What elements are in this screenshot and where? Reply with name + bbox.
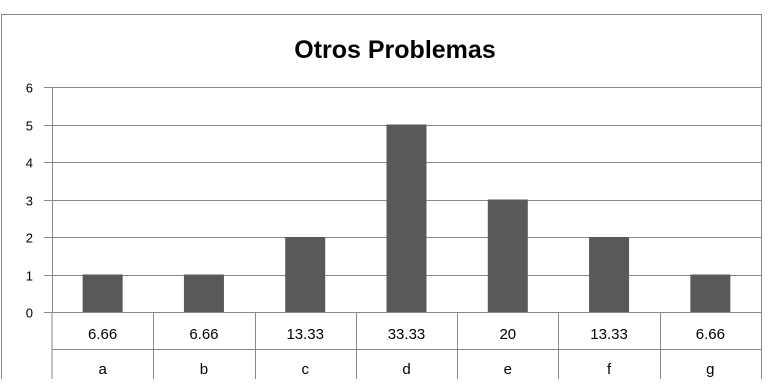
x-category-label: d <box>402 361 410 378</box>
x-category-label: f <box>607 361 612 378</box>
data-table: 6.66 6.66 13.33 33.33 20 13.33 6.66 a b c d e f g <box>51 312 762 379</box>
x-category-label: e <box>504 361 512 378</box>
y-tick-label: 4 <box>26 156 33 171</box>
chart-title: Otros Problemas <box>294 36 495 64</box>
chart-border <box>1 14 762 379</box>
x-category-label: c <box>301 361 309 378</box>
y-tick-label: 0 <box>26 306 33 321</box>
table-value-f: 13.33 <box>590 326 628 343</box>
table-value-d: 33.33 <box>388 326 426 343</box>
bar-b <box>183 274 224 312</box>
y-tick-label: 1 <box>26 269 33 284</box>
y-tick-label: 3 <box>26 194 33 209</box>
bar-f <box>589 237 630 312</box>
x-category-label: g <box>706 361 714 378</box>
x-category-label: b <box>200 361 208 378</box>
bar-g <box>690 274 731 312</box>
table-value-g: 6.66 <box>696 326 725 343</box>
bar-d <box>386 124 427 312</box>
y-tick-label: 5 <box>26 119 33 134</box>
bar-e <box>487 199 528 312</box>
table-value-b: 6.66 <box>189 326 218 343</box>
x-category-label: a <box>98 361 107 378</box>
y-tick-label: 6 <box>26 81 33 96</box>
table-value-e: 20 <box>499 326 516 343</box>
table-value-a: 6.66 <box>88 326 117 343</box>
bar-c <box>285 237 326 312</box>
bar-a <box>82 274 123 312</box>
y-tick-label: 2 <box>26 231 33 246</box>
table-value-c: 13.33 <box>286 326 324 343</box>
y-axis-ticks: 0 1 2 3 4 5 6 <box>26 81 33 321</box>
bars <box>82 124 731 312</box>
